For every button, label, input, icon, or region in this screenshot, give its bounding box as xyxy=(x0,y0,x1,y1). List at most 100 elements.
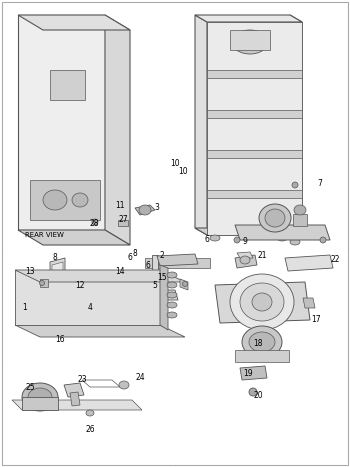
Ellipse shape xyxy=(232,30,268,54)
Text: 6: 6 xyxy=(127,253,132,262)
Text: 27: 27 xyxy=(118,215,128,225)
Polygon shape xyxy=(207,110,302,118)
Ellipse shape xyxy=(210,235,220,241)
Polygon shape xyxy=(237,252,253,258)
Text: 4: 4 xyxy=(88,304,92,312)
Polygon shape xyxy=(157,254,198,266)
Text: 17: 17 xyxy=(311,316,321,325)
Polygon shape xyxy=(18,15,105,230)
Ellipse shape xyxy=(167,312,177,318)
Text: 8: 8 xyxy=(52,254,57,262)
Text: 13: 13 xyxy=(25,268,35,276)
Ellipse shape xyxy=(249,388,257,396)
Text: 23: 23 xyxy=(77,375,87,384)
Polygon shape xyxy=(15,325,185,337)
Polygon shape xyxy=(195,228,302,235)
Polygon shape xyxy=(180,279,188,290)
Polygon shape xyxy=(215,282,310,323)
Text: REAR VIEW: REAR VIEW xyxy=(25,232,64,238)
Text: 9: 9 xyxy=(243,238,247,247)
Text: 24: 24 xyxy=(135,374,145,382)
Polygon shape xyxy=(135,205,155,215)
Polygon shape xyxy=(52,262,63,288)
Ellipse shape xyxy=(259,204,291,232)
Ellipse shape xyxy=(249,332,275,352)
Polygon shape xyxy=(145,258,210,268)
Polygon shape xyxy=(230,30,270,50)
Polygon shape xyxy=(18,230,130,245)
Ellipse shape xyxy=(292,182,298,188)
Ellipse shape xyxy=(182,282,188,286)
Text: 15: 15 xyxy=(157,273,167,282)
Text: 8: 8 xyxy=(133,249,137,259)
Polygon shape xyxy=(85,290,178,300)
Ellipse shape xyxy=(72,193,88,207)
Polygon shape xyxy=(50,70,85,100)
Text: 5: 5 xyxy=(153,282,158,290)
Ellipse shape xyxy=(92,219,98,225)
Ellipse shape xyxy=(167,302,177,308)
Text: 22: 22 xyxy=(330,255,340,264)
Ellipse shape xyxy=(139,205,151,215)
Ellipse shape xyxy=(277,235,287,241)
Polygon shape xyxy=(235,350,289,362)
Polygon shape xyxy=(195,15,207,235)
Polygon shape xyxy=(12,400,142,410)
Polygon shape xyxy=(18,296,42,312)
Ellipse shape xyxy=(230,274,294,330)
Polygon shape xyxy=(160,265,168,330)
Polygon shape xyxy=(40,279,48,287)
Text: 2: 2 xyxy=(160,250,164,260)
Ellipse shape xyxy=(167,282,177,288)
Polygon shape xyxy=(240,366,267,380)
Polygon shape xyxy=(235,225,330,240)
Ellipse shape xyxy=(242,326,282,358)
Text: 7: 7 xyxy=(317,179,322,189)
Polygon shape xyxy=(207,22,302,235)
Ellipse shape xyxy=(28,388,52,406)
Polygon shape xyxy=(207,190,302,198)
Polygon shape xyxy=(30,180,100,220)
Ellipse shape xyxy=(265,209,285,227)
Text: 11: 11 xyxy=(115,200,125,210)
Polygon shape xyxy=(64,383,84,397)
Text: 1: 1 xyxy=(23,304,27,312)
Polygon shape xyxy=(22,397,58,410)
Ellipse shape xyxy=(320,237,326,243)
Ellipse shape xyxy=(21,301,35,311)
Ellipse shape xyxy=(294,205,306,215)
Polygon shape xyxy=(15,270,185,282)
Polygon shape xyxy=(55,295,120,312)
Ellipse shape xyxy=(167,292,177,298)
Text: 21: 21 xyxy=(257,252,267,261)
Text: 10: 10 xyxy=(178,168,188,177)
Ellipse shape xyxy=(167,272,177,278)
Ellipse shape xyxy=(86,410,94,416)
Text: 28: 28 xyxy=(89,219,99,228)
Text: 3: 3 xyxy=(155,203,160,212)
Text: 19: 19 xyxy=(243,369,253,378)
Polygon shape xyxy=(15,270,160,325)
Text: 20: 20 xyxy=(253,391,263,401)
Polygon shape xyxy=(105,15,130,245)
Polygon shape xyxy=(50,258,65,292)
Ellipse shape xyxy=(22,383,58,411)
Polygon shape xyxy=(290,15,302,235)
Text: 6: 6 xyxy=(146,261,150,269)
Ellipse shape xyxy=(290,239,300,245)
Ellipse shape xyxy=(43,190,67,210)
Ellipse shape xyxy=(252,293,272,311)
Text: 14: 14 xyxy=(115,268,125,276)
Ellipse shape xyxy=(240,283,284,321)
Ellipse shape xyxy=(40,281,44,285)
Text: 12: 12 xyxy=(75,281,85,290)
Ellipse shape xyxy=(234,237,240,243)
Ellipse shape xyxy=(240,256,250,264)
Polygon shape xyxy=(207,70,302,78)
Text: 18: 18 xyxy=(253,340,263,348)
Polygon shape xyxy=(303,298,315,308)
Polygon shape xyxy=(70,392,80,406)
Text: 25: 25 xyxy=(25,382,35,391)
Polygon shape xyxy=(235,255,257,268)
Polygon shape xyxy=(118,220,128,226)
